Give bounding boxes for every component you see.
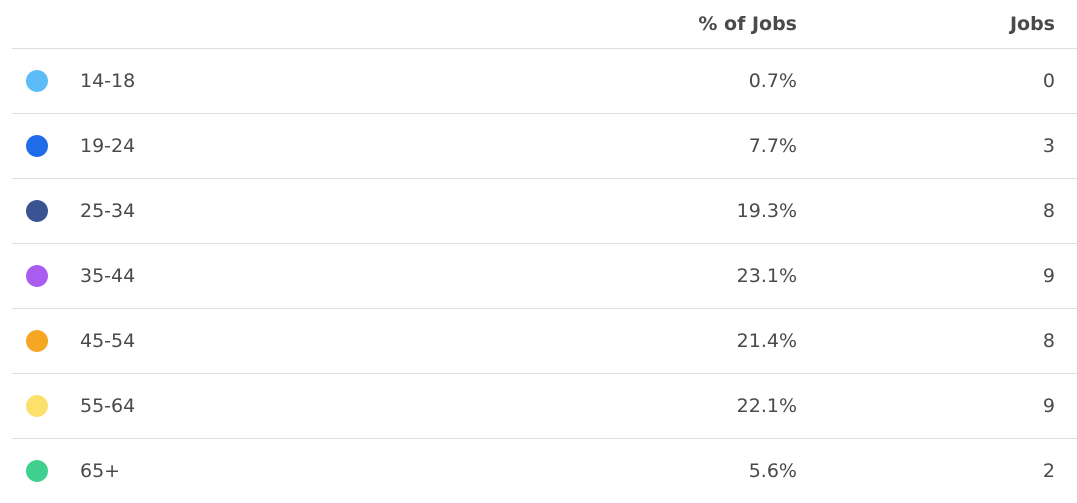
header-row: % of Jobs Jobs <box>12 0 1077 49</box>
jobs-value: 0 <box>1042 70 1055 92</box>
table-row: 14-18 0.7% 0 <box>12 49 1077 114</box>
age-label: 45-54 <box>80 330 136 352</box>
jobs-value: 8 <box>1042 330 1055 352</box>
percent-value: 22.1% <box>736 395 797 417</box>
header-percent: % of Jobs <box>698 13 797 35</box>
age-label: 65+ <box>80 460 121 482</box>
color-dot <box>26 395 48 417</box>
percent-value: 21.4% <box>736 330 797 352</box>
table-row: 25-34 19.3% 8 <box>12 179 1077 244</box>
color-dot <box>26 135 48 157</box>
table-row: 55-64 22.1% 9 <box>12 374 1077 439</box>
jobs-value: 8 <box>1042 200 1055 222</box>
percent-value: 7.7% <box>748 135 797 157</box>
percent-value: 5.6% <box>748 460 797 482</box>
color-dot <box>26 265 48 287</box>
table-row: 45-54 21.4% 8 <box>12 309 1077 374</box>
age-label: 55-64 <box>80 395 136 417</box>
percent-value: 23.1% <box>736 265 797 287</box>
jobs-value: 9 <box>1042 265 1055 287</box>
color-dot <box>26 330 48 352</box>
percent-value: 19.3% <box>736 200 797 222</box>
jobs-value: 3 <box>1042 135 1055 157</box>
header-jobs: Jobs <box>1009 13 1055 35</box>
jobs-value: 2 <box>1042 460 1055 482</box>
table-row: 65+ 5.6% 2 <box>12 439 1077 503</box>
table-row: 19-24 7.7% 3 <box>12 114 1077 179</box>
jobs-value: 9 <box>1042 395 1055 417</box>
age-label: 25-34 <box>80 200 136 222</box>
age-label: 14-18 <box>80 70 136 92</box>
color-dot <box>26 70 48 92</box>
color-dot <box>26 460 48 482</box>
color-dot <box>26 200 48 222</box>
age-label: 19-24 <box>80 135 136 157</box>
table-row: 35-44 23.1% 9 <box>12 244 1077 309</box>
age-label: 35-44 <box>80 265 136 287</box>
percent-value: 0.7% <box>748 70 797 92</box>
